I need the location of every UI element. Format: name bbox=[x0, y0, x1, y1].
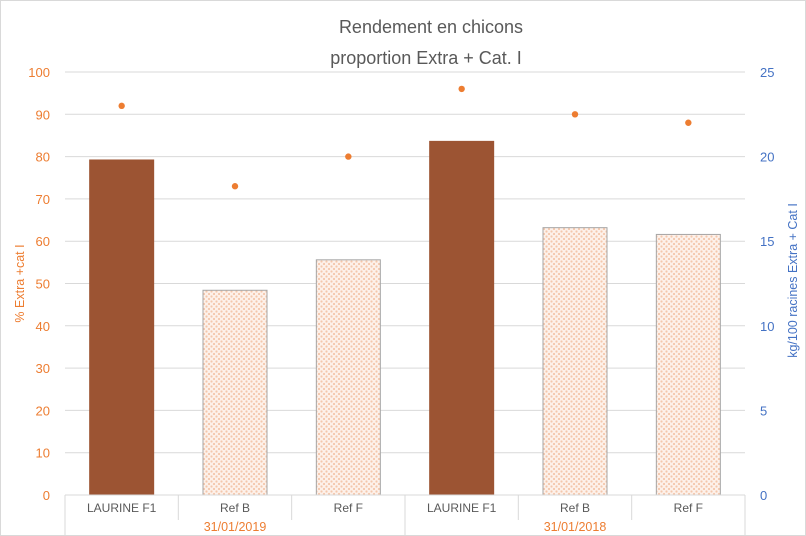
y-right-tick-label: 20 bbox=[760, 150, 774, 165]
scatter-point bbox=[345, 153, 352, 160]
y-left-tick-label: 20 bbox=[36, 403, 50, 418]
x-group-label: 31/01/2019 bbox=[204, 520, 267, 534]
x-category-label: Ref F bbox=[674, 501, 703, 515]
y-left-tick-label: 0 bbox=[43, 488, 50, 503]
chart-title-line-2: proportion Extra + Cat. I bbox=[330, 48, 522, 68]
bar bbox=[202, 289, 268, 496]
scatter-point bbox=[458, 85, 465, 93]
x-category-label: Ref B bbox=[220, 501, 250, 515]
bar bbox=[429, 140, 495, 496]
y-right-tick-label: 25 bbox=[760, 65, 774, 80]
y-right-tick-label: 15 bbox=[760, 234, 774, 249]
bar bbox=[542, 227, 608, 496]
y-left-axis-title: % Extra +cat I bbox=[13, 244, 27, 322]
y-left-tick-label: 80 bbox=[36, 150, 50, 165]
y-right-tick-label: 10 bbox=[760, 319, 774, 334]
y-right-tick-label: 5 bbox=[760, 403, 767, 418]
y-left-tick-label: 10 bbox=[36, 446, 50, 461]
y-left-tick-label: 90 bbox=[36, 107, 50, 122]
y-left-tick-label: 60 bbox=[36, 234, 50, 249]
bar bbox=[655, 233, 721, 496]
y-right-axis-title: kg/100 racines Extra + Cat I bbox=[786, 203, 800, 358]
scatter-point bbox=[118, 102, 125, 110]
x-category-label: Ref B bbox=[560, 501, 590, 515]
bar bbox=[89, 159, 155, 496]
y-right-tick-label: 0 bbox=[760, 488, 767, 503]
x-category-label: Ref F bbox=[334, 501, 363, 515]
y-left-tick-label: 70 bbox=[36, 192, 50, 207]
x-category-label: LAURINE F1 bbox=[427, 501, 497, 515]
y-left-tick-label: 100 bbox=[28, 65, 50, 80]
bar bbox=[315, 259, 381, 496]
scatter-point bbox=[685, 119, 692, 126]
chart-title-line-1: Rendement en chicons bbox=[339, 17, 523, 37]
y-left-tick-label: 40 bbox=[36, 319, 50, 334]
y-left-tick-label: 30 bbox=[36, 361, 50, 376]
y-left-tick-label: 50 bbox=[36, 277, 50, 292]
x-category-label: LAURINE F1 bbox=[87, 501, 157, 515]
scatter-point bbox=[231, 183, 239, 190]
scatter-point bbox=[571, 111, 579, 118]
x-group-label: 31/01/2018 bbox=[544, 520, 607, 534]
